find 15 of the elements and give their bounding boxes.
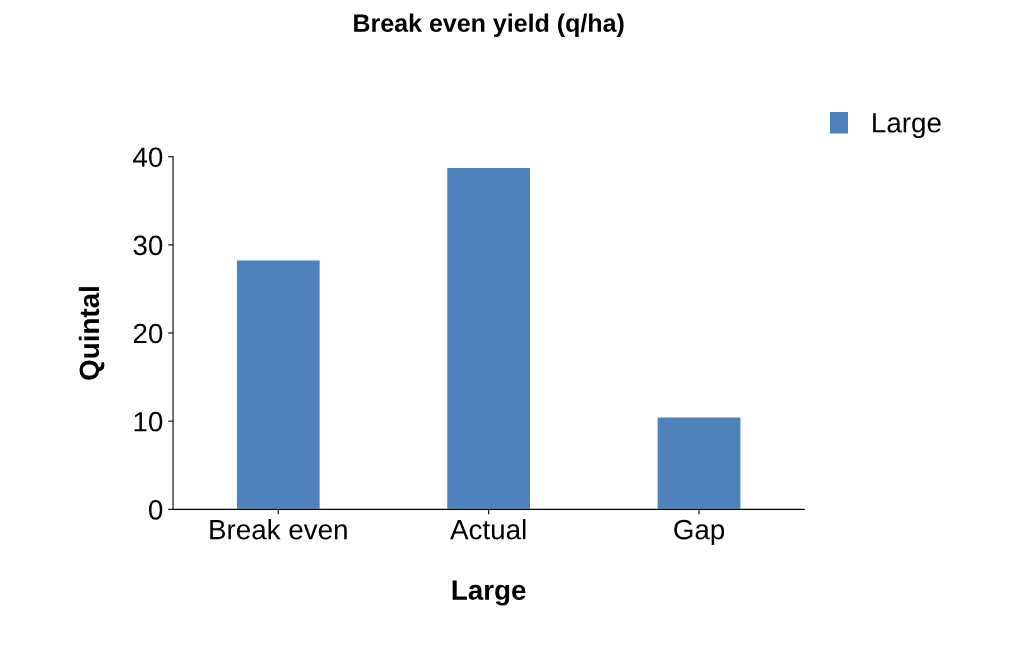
x-tick-label: Actual [450,519,526,540]
x-axis-title: Large [452,580,526,606]
bar [445,166,532,510]
chart-title: Break even yield (q/ha) [354,13,624,37]
x-tick-label: Break even [210,519,347,540]
bar [656,416,742,510]
y-tick-label: 0 [148,500,163,520]
y-tick-label: 30 [133,235,163,256]
legend-label: Large [873,113,941,139]
y-tick-label: 20 [133,323,163,344]
y-tick-label: 40 [133,147,163,168]
bar [235,259,322,510]
y-axis-title: Quintal [78,287,105,380]
y-tick-label: 10 [134,411,163,432]
x-tick-label: Gap [674,519,725,545]
